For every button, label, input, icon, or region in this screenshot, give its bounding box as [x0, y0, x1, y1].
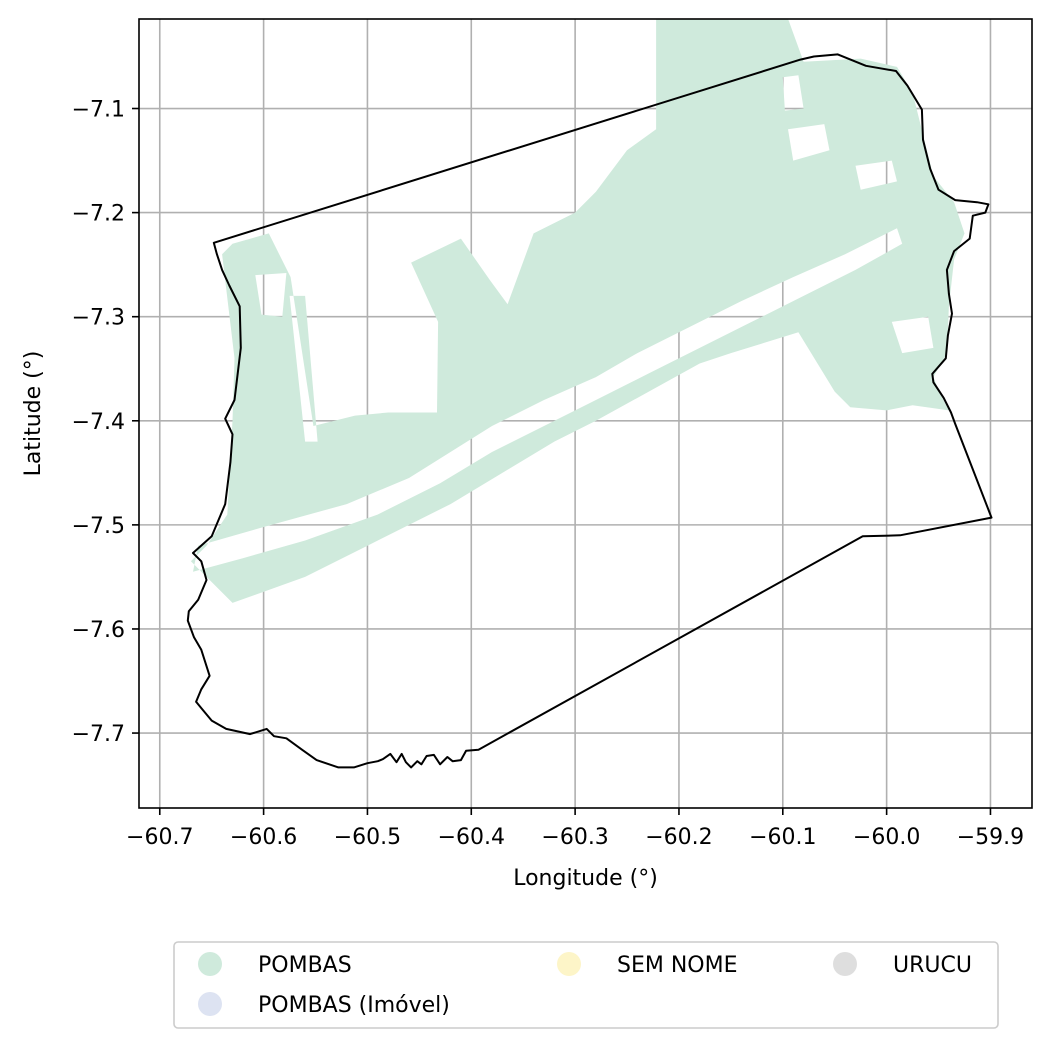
y-tick-label: −7.1: [72, 98, 125, 123]
x-tick-label: −59.9: [957, 825, 1024, 850]
legend-marker-pombas: [198, 952, 222, 976]
x-tick-label: −60.7: [126, 825, 193, 850]
legend-label-pombas-imovel: POMBAS (Imóvel): [258, 993, 450, 1018]
legend-marker-sem-nome: [557, 952, 581, 976]
y-axis-ticks: −7.1 −7.2 −7.3 −7.4 −7.5 −7.6 −7.7: [72, 98, 139, 747]
y-tick-label: −7.6: [72, 618, 125, 643]
x-tick-label: −60.0: [853, 825, 920, 850]
x-tick-label: −60.6: [230, 825, 297, 850]
y-tick-label: −7.7: [72, 722, 125, 747]
x-tick-label: −60.4: [438, 825, 505, 850]
legend-item-pombas: POMBAS: [198, 952, 352, 978]
region-pombas: [190, 19, 965, 603]
y-axis-label: Latitude (°): [21, 351, 46, 477]
legend-item-sem-nome: SEM NOME: [557, 952, 738, 978]
legend-marker-urucu: [833, 952, 857, 976]
x-tick-label: −60.5: [334, 825, 401, 850]
y-tick-label: −7.4: [72, 410, 125, 435]
y-tick-label: −7.5: [72, 514, 125, 539]
legend-marker-pombas-imovel: [198, 992, 222, 1016]
x-tick-label: −60.2: [645, 825, 712, 850]
y-tick-label: −7.2: [72, 202, 125, 227]
x-tick-label: −60.3: [541, 825, 608, 850]
legend-item-pombas-imovel: POMBAS (Imóvel): [198, 992, 450, 1018]
map-plot-area: [138, 18, 1033, 809]
concession-regions: [190, 19, 965, 603]
municipality-boundary: [186, 53, 993, 769]
legend-frame: [173, 941, 999, 1029]
legend-label-urucu: URUCU: [893, 953, 972, 978]
x-axis-label: Longitude (°): [513, 866, 658, 891]
legend: POMBAS POMBAS (Imóvel) SEM NOME URUCU: [173, 941, 999, 1029]
plot-frame: [138, 18, 1033, 809]
legend-label-pombas: POMBAS: [258, 953, 352, 978]
x-axis-ticks: −60.7 −60.6 −60.5 −60.4 −60.3 −60.2 −60.1 −60.0…: [126, 808, 1024, 850]
x-tick-label: −60.1: [749, 825, 816, 850]
y-tick-label: −7.3: [72, 306, 125, 331]
boundary-outline: [186, 53, 993, 769]
legend-item-urucu: URUCU: [833, 952, 972, 978]
legend-label-sem-nome: SEM NOME: [617, 953, 738, 978]
